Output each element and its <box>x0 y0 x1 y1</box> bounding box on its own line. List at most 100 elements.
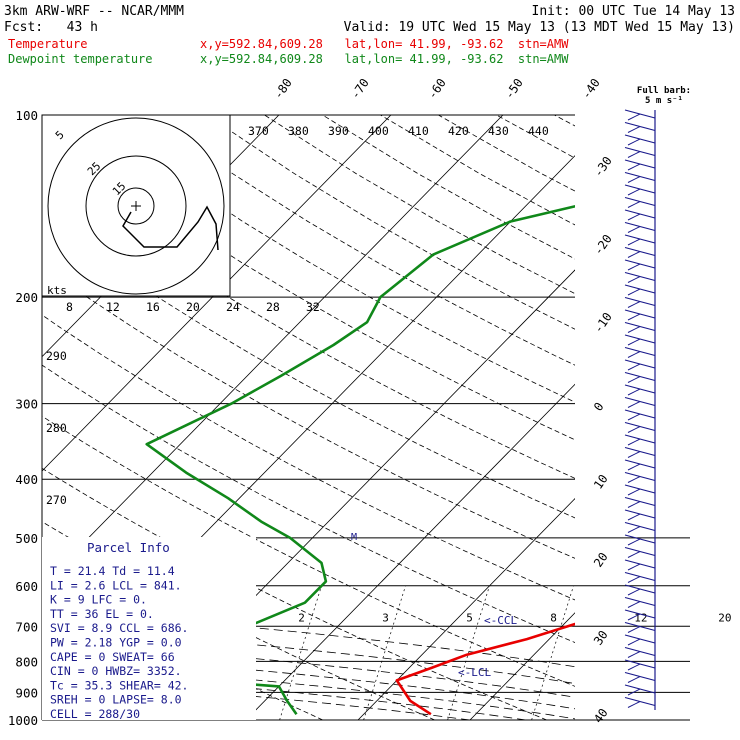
barb-key-unit: 5 m s⁻¹ <box>645 96 683 106</box>
theta-labels: 370 380 390 400 410 420 430 440 290 280 270 <box>46 124 549 507</box>
pressure-tick-label: 1000 <box>8 713 38 728</box>
parcel-info-row: CELL = 288/30 <box>50 707 140 721</box>
hodo-ring-inner <box>117 187 155 225</box>
isotherm-tick-label: -10 <box>591 310 615 336</box>
isotherm-tick-label: 40 <box>591 706 611 726</box>
dry-adiabat-line <box>148 115 575 366</box>
isotherm-line <box>469 612 575 720</box>
wind-barb-flag <box>627 188 641 196</box>
isotherm-tick-label: 10 <box>591 472 611 492</box>
temperature-legend-label: Temperature <box>8 37 87 51</box>
pressure-tick-label: 400 <box>15 472 38 487</box>
wind-barb-flag <box>627 701 641 708</box>
mixing-ratio-labels: 2 3 5 8 12 20 <box>298 611 731 624</box>
parcel-info-row: LI = 2.6 LCL = 841. <box>50 578 182 592</box>
mixing-ratio-label: 8 <box>550 611 557 624</box>
wind-barb-flag <box>627 601 641 608</box>
pressure-tick-label: 600 <box>15 579 38 594</box>
annotations: <-CCL <-LCL M <box>351 532 517 679</box>
isotherm-labels: -80 -70 -60 -50 -40 -30 -20 -10 0 10 20 30 40 <box>271 76 615 726</box>
mixing-ratio-label: 2 <box>298 611 305 624</box>
isotherm-tick-label: 0 <box>591 400 607 414</box>
wind-barb-flag <box>627 638 641 646</box>
wind-barb-flag <box>627 401 641 408</box>
wind-barb-flag <box>627 576 641 583</box>
pressure-tick-label: 300 <box>15 397 38 412</box>
wind-barb-flag <box>627 563 641 571</box>
hodo-ring-mid <box>85 155 187 257</box>
theta-tick-label: 420 <box>448 124 469 138</box>
wind-barb-flag <box>627 463 641 471</box>
pressure-tick-label: 200 <box>15 290 38 305</box>
wind-barb-flag <box>627 151 641 158</box>
init-time: Init: 00 UTC Tue 14 May 13 <box>532 4 736 19</box>
theta-tick-label: 430 <box>488 124 509 138</box>
wind-barb-flag <box>627 301 641 308</box>
isotherm-line <box>245 383 575 720</box>
dry-adiabat-line <box>264 115 575 295</box>
temperature-location-info: x,y=592.84,609.28 lat,lon= 41.99, -93.62… <box>200 37 569 51</box>
theta-left-label: 280 <box>46 421 67 435</box>
theta-tick-label: 370 <box>248 124 269 138</box>
wind-barb-flag <box>627 363 641 371</box>
wind-barb-flag <box>627 238 641 246</box>
mixing-ratio-line <box>447 585 490 720</box>
parcel-info-row: T = 21.4 Td = 11.4 <box>50 564 175 578</box>
isotherm-line <box>357 497 575 720</box>
moist-adiabat-line <box>42 626 575 684</box>
pressure-tick-label: 900 <box>15 685 38 700</box>
mixing-ratio-line <box>363 585 406 720</box>
wind-barb-flag <box>627 288 641 296</box>
parcel-info-row: SVI = 8.9 CCL = 686. <box>50 621 188 635</box>
hodo-speed-label: 32 <box>306 300 320 314</box>
wind-barb-flag <box>627 438 641 446</box>
wind-barb-flag <box>627 538 641 546</box>
dry-adiabat-line <box>496 115 575 159</box>
dewpoint-legend-label: Dewpoint temperature <box>8 52 153 66</box>
hodo-speed-label: 20 <box>186 300 200 314</box>
wind-barb-flag <box>627 501 641 508</box>
wind-barb-flag <box>627 551 641 558</box>
wind-barb-flag <box>627 513 641 521</box>
parcel-info-row: SREH = 0 LAPSE= 8.0 <box>50 693 182 707</box>
parcel-info-row: Tc = 35.3 SHEAR= 42. <box>50 678 188 692</box>
marker-annotation: M <box>351 532 357 543</box>
isotherm-tick-label: -30 <box>591 154 615 180</box>
mixing-ratio-label: 20 <box>718 611 731 624</box>
wind-barb-flag <box>627 613 641 621</box>
pressure-tick-label: 800 <box>15 654 38 669</box>
mixing-ratio-label: 3 <box>382 611 389 624</box>
isotherm-tick-label: 20 <box>591 550 611 570</box>
wind-barb-flag <box>627 488 641 496</box>
isotherm-line <box>42 115 504 586</box>
wind-barb-flag <box>627 413 641 421</box>
isotherm-line <box>42 115 392 472</box>
wind-barb-flag <box>627 626 641 633</box>
ccl-annotation: <-CCL <box>484 614 517 627</box>
wind-barb-flag <box>627 276 641 283</box>
wind-barb-flag <box>627 251 641 258</box>
isotherm-line <box>694 115 740 720</box>
dry-adiabat-line <box>554 115 575 127</box>
forecast-hour: Fcst: 43 h <box>4 20 98 35</box>
isotherm-tick-label: -20 <box>591 232 615 258</box>
theta-left-label: 290 <box>46 349 67 363</box>
mixing-ratio-label: 12 <box>634 611 647 624</box>
wind-barb-flag <box>627 263 641 271</box>
mixing-ratio-line <box>279 585 322 720</box>
hodo-ring-outer <box>47 117 225 295</box>
mixing-ratio-line <box>700 586 740 720</box>
wind-barb-flag <box>627 163 641 171</box>
valid-time: Valid: 19 UTC Wed 15 May 13 (13 MDT Wed … <box>344 20 735 35</box>
lcl-annotation: <-LCL <box>458 666 491 679</box>
parcel-info-row: K = 9 LFC = 0. <box>50 593 147 607</box>
hodo-speed-label: 24 <box>226 300 240 314</box>
dry-adiabat-line <box>42 216 575 519</box>
wind-barb-flag <box>627 213 641 221</box>
hodo-speed-label: 12 <box>106 300 120 314</box>
isotherm-tick-label: 30 <box>591 628 611 648</box>
hodograph-trace <box>122 205 219 251</box>
isotherm-tick-label: -80 <box>271 76 295 102</box>
parcel-info-box: Parcel Info T = 21.4 Td = 11.4LI = 2.6 L… <box>42 537 256 721</box>
